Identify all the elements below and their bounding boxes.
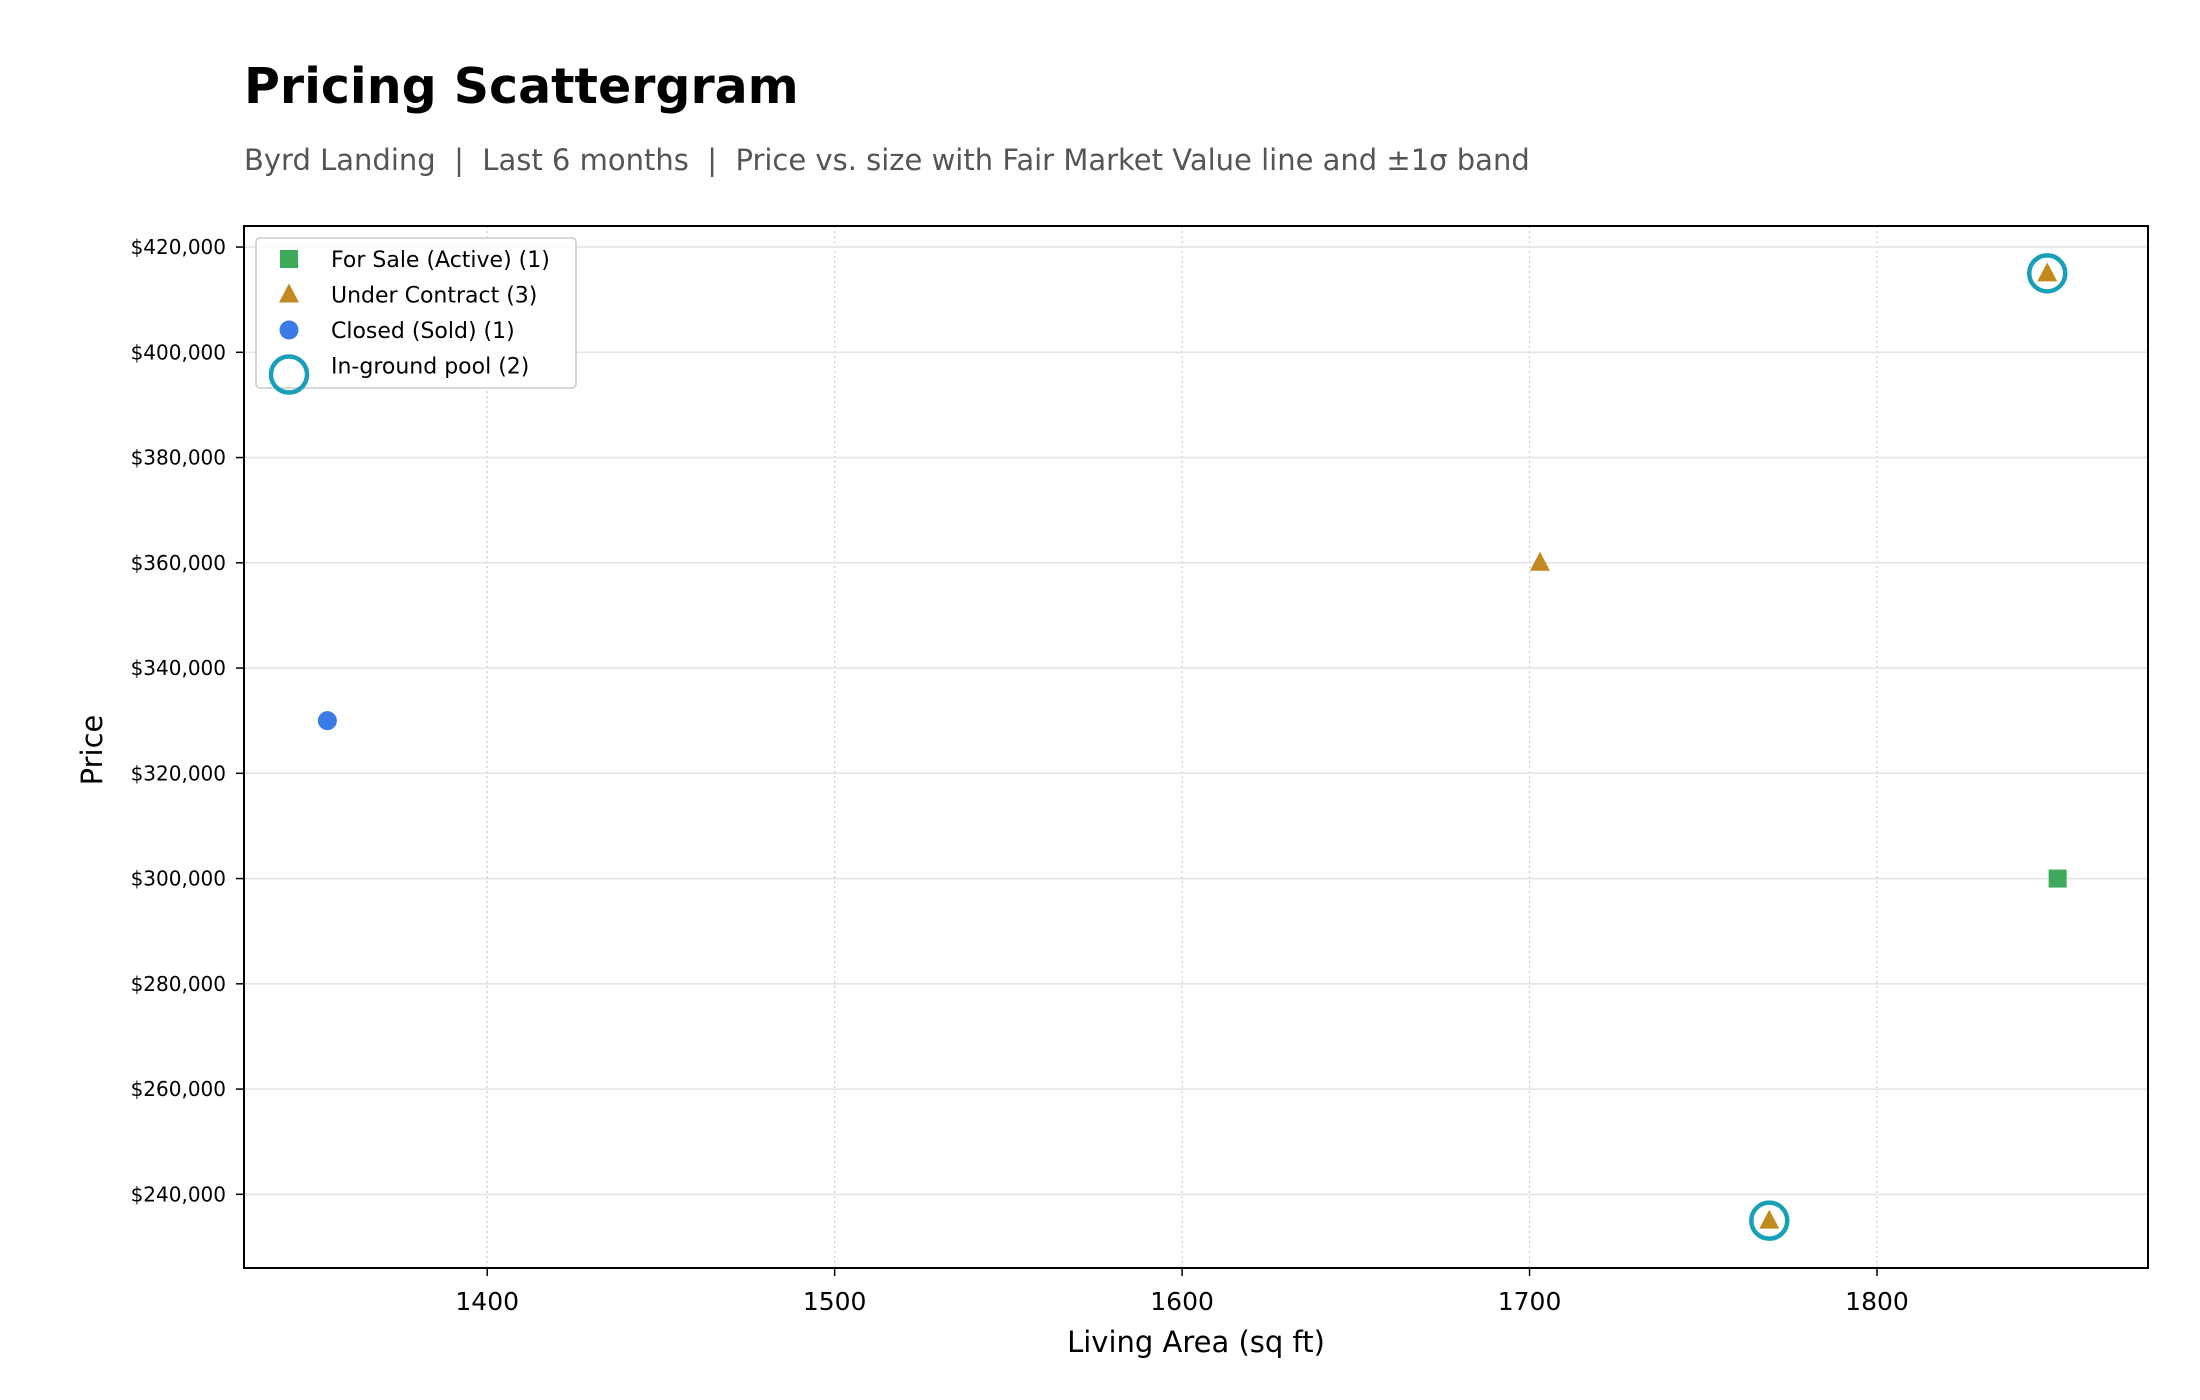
data-point-triangle <box>2037 262 2058 282</box>
legend: For Sale (Active) (1) Under Contract (3) C… <box>255 237 577 395</box>
y-tick-label: $400,000 <box>131 340 226 364</box>
y-tick-label: $420,000 <box>131 235 226 259</box>
y-axis-label: Price <box>75 715 109 786</box>
y-tick-label: $260,000 <box>131 1077 226 1101</box>
legend-label: In-ground pool (2) <box>331 355 529 380</box>
chart-title: Pricing Scattergram <box>244 58 799 115</box>
legend-marker <box>268 354 310 395</box>
y-tick-label: $380,000 <box>131 446 226 470</box>
pool-highlight-ring <box>1749 1200 1790 1241</box>
y-tick-label: $300,000 <box>131 867 226 891</box>
legend-label: Under Contract (3) <box>331 284 537 309</box>
axis-ticks: 1400 1500 1600 1700 1800 $240,000 $260,000 $280… <box>131 235 1909 1316</box>
legend-marker <box>280 250 298 268</box>
data-point-triangle <box>1529 551 1550 571</box>
legend-marker <box>279 320 299 340</box>
x-tick-label: 1700 <box>1498 1287 1562 1316</box>
y-tick-label: $280,000 <box>131 972 226 996</box>
pool-highlight-ring <box>2026 253 2068 294</box>
plot-frame <box>243 225 2149 1269</box>
x-tick-label: 1600 <box>1150 1287 1214 1316</box>
y-tick-label: $340,000 <box>131 656 226 680</box>
x-tick-label: 1500 <box>803 1287 867 1316</box>
data-point-circle <box>317 711 337 731</box>
y-tick-label: $360,000 <box>131 551 226 575</box>
legend-label: Closed (Sold) (1) <box>331 319 515 344</box>
legend-box <box>255 237 577 389</box>
data-points <box>317 253 2068 1241</box>
x-tick-label: 1400 <box>455 1287 519 1316</box>
legend-marker <box>279 283 299 303</box>
data-point-triangle <box>1759 1209 1780 1229</box>
y-tick-label: $320,000 <box>131 761 226 785</box>
legend-label: For Sale (Active) (1) <box>331 248 550 273</box>
x-axis-label: Living Area (sq ft) <box>1067 1325 1325 1359</box>
y-tick-label: $240,000 <box>131 1182 226 1206</box>
data-point-square <box>2048 869 2067 888</box>
chart-subtitle: Byrd Landing | Last 6 months | Price vs.… <box>244 143 1530 177</box>
x-tick-label: 1800 <box>1845 1287 1909 1316</box>
